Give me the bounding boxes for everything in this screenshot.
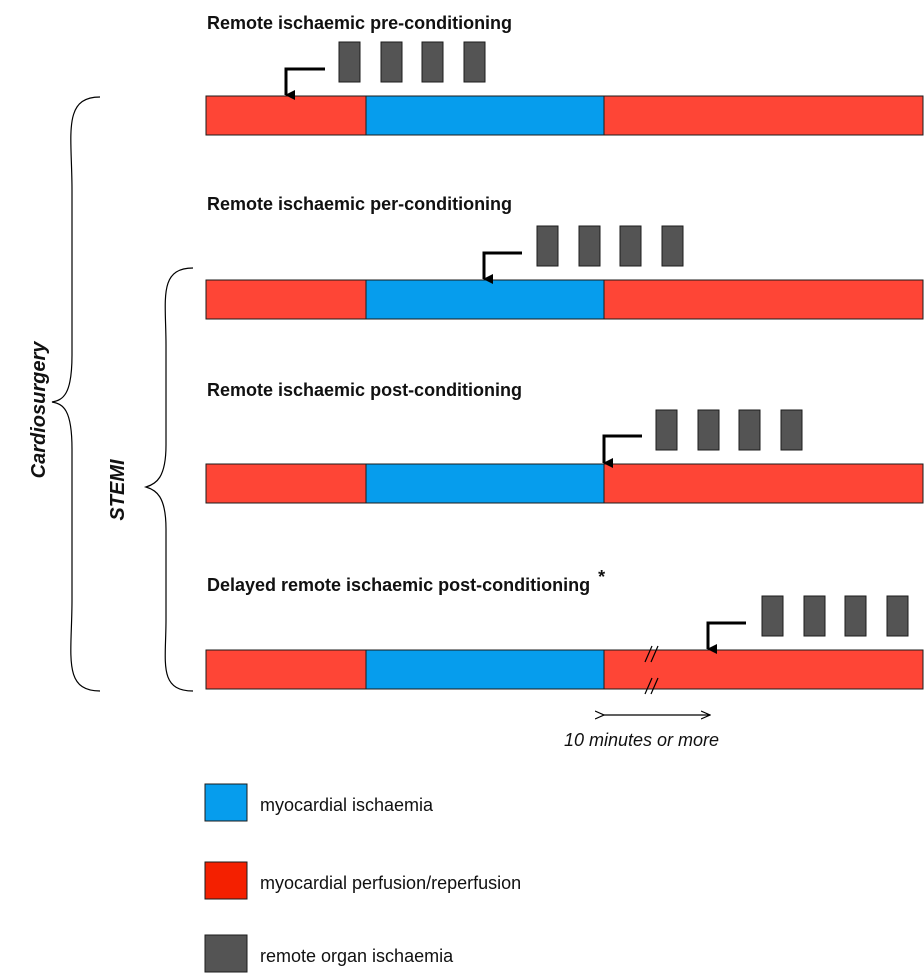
- reperfusion-segment: [603, 279, 924, 320]
- remote-cycle-block: [536, 225, 559, 267]
- legend: myocardial ischaemia myocardial perfusio…: [204, 783, 521, 973]
- remote-cycle-block: [761, 595, 784, 637]
- perfusion-segment: [205, 279, 367, 320]
- arrow-delayed: [706, 621, 746, 654]
- perfusion-segment: [205, 463, 367, 504]
- break-mark: [644, 677, 653, 695]
- timeline-pre: [205, 95, 924, 136]
- asterisk-marker: *: [598, 567, 605, 587]
- remote-cycle-block: [338, 41, 361, 83]
- reperfusion-segment: [603, 463, 924, 504]
- arrow-per: [482, 251, 522, 284]
- legend-label-perfusion: myocardial perfusion/reperfusion: [260, 873, 521, 893]
- cardiosurgery-brace: [51, 96, 101, 692]
- cardiosurgery-label: Cardiosurgery: [28, 341, 50, 479]
- legend-label-ischaemia: myocardial ischaemia: [260, 795, 434, 815]
- remote-cycles-delayed: [761, 595, 909, 637]
- remote-cycles-per: [536, 225, 684, 267]
- reperfusion-segment: [603, 95, 924, 136]
- remote-cycle-block: [421, 41, 444, 83]
- delay-note: 10 minutes or more: [564, 730, 719, 750]
- remote-cycles-pre: [338, 41, 486, 83]
- remote-cycle-block: [463, 41, 486, 83]
- panel-title-delayed: Delayed remote ischaemic post-conditioni…: [207, 567, 605, 595]
- break-mark: [650, 645, 659, 663]
- remote-cycles-post: [655, 409, 803, 451]
- remote-cycle-block: [380, 41, 403, 83]
- ischaemia-segment: [365, 463, 605, 504]
- remote-cycle-block: [697, 409, 720, 451]
- panel-title-post: Remote ischaemic post-conditioning: [207, 380, 522, 400]
- stemi-brace: [143, 267, 194, 692]
- legend-ischaemia-swatch: [204, 783, 248, 822]
- ischaemia-segment: [365, 649, 605, 690]
- break-mark: [650, 677, 659, 695]
- stemi-label: STEMI: [107, 459, 129, 521]
- timeline-delayed: [205, 645, 924, 695]
- timeline-per: [205, 279, 924, 320]
- panel-title-per: Remote ischaemic per-conditioning: [207, 194, 512, 214]
- remote-cycle-block: [619, 225, 642, 267]
- ischaemia-segment: [365, 279, 605, 320]
- arrow-post: [602, 434, 642, 468]
- remote-cycle-block: [844, 595, 867, 637]
- timeline-post: [205, 463, 924, 504]
- panel-title-delayed-text: Delayed remote ischaemic post-conditioni…: [207, 575, 590, 595]
- break-mark: [644, 645, 653, 663]
- perfusion-segment: [205, 95, 367, 136]
- panel-title-pre: Remote ischaemic pre-conditioning: [207, 13, 512, 33]
- remote-cycle-block: [886, 595, 909, 637]
- ischaemia-segment: [365, 95, 605, 136]
- remote-cycle-block: [655, 409, 678, 451]
- remote-cycle-block: [578, 225, 601, 267]
- reperfusion-segment: [603, 649, 924, 690]
- arrow-pre: [284, 67, 325, 100]
- remote-cycle-block: [661, 225, 684, 267]
- perfusion-segment: [205, 649, 367, 690]
- legend-label-remote: remote organ ischaemia: [260, 946, 454, 966]
- remote-cycle-block: [803, 595, 826, 637]
- legend-remote-swatch: [204, 934, 248, 973]
- legend-perfusion-swatch: [204, 861, 248, 900]
- remote-cycle-block: [780, 409, 803, 451]
- remote-cycle-block: [738, 409, 761, 451]
